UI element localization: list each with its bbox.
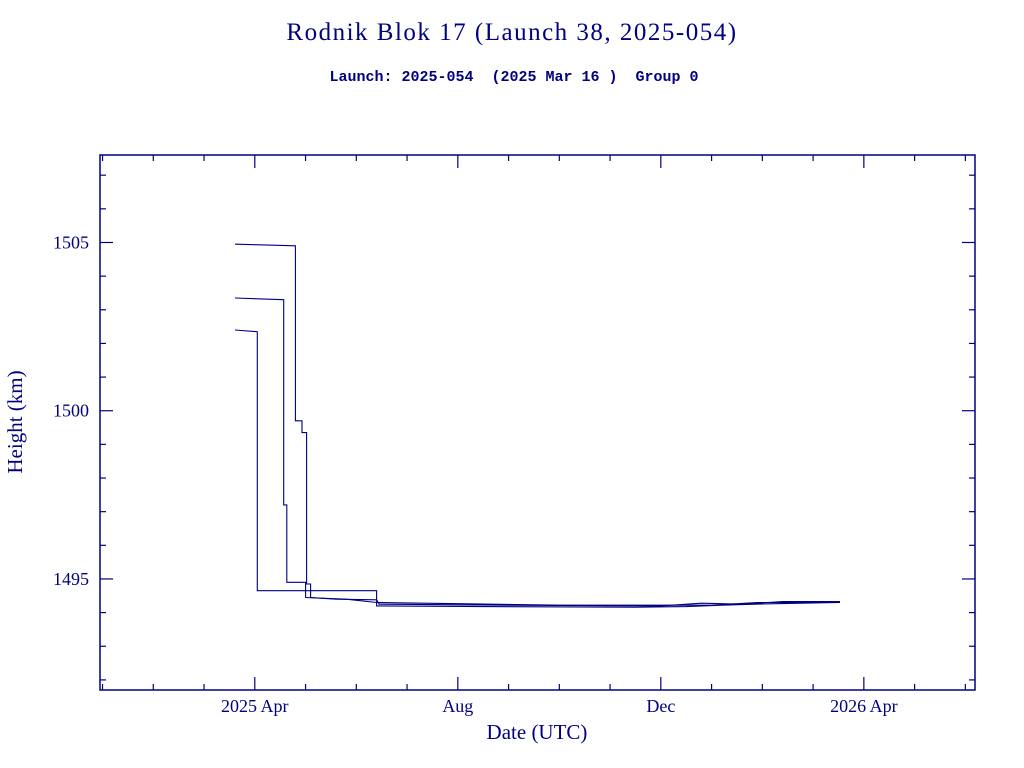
y-axis-label: Height (km)	[3, 370, 27, 473]
height-series-object-2	[234, 297, 840, 606]
plot-series	[234, 243, 841, 608]
x-tick-label: 2026 Apr	[830, 696, 898, 716]
chart-title: Rodnik Blok 17 (Launch 38, 2025-054)	[286, 19, 737, 46]
height-series-object-1	[234, 243, 840, 607]
chart-subtitle: Launch: 2025-054 (2025 Mar 16 ) Group 0	[329, 69, 698, 86]
plot-frame	[99, 154, 976, 691]
y-tick-label: 1500	[53, 401, 89, 421]
height-series-object-3	[234, 329, 841, 608]
x-tick-label: Aug	[442, 696, 473, 716]
x-tick-label: 2025 Apr	[221, 696, 289, 716]
x-tick-label: Dec	[646, 696, 675, 716]
y-tick-label: 1505	[53, 232, 89, 252]
x-axis-label: Date (UTC)	[487, 720, 588, 744]
plot-axes: 1495 1500 1505 2025 Apr Aug Dec 2026 Apr	[53, 154, 976, 716]
y-tick-label: 1495	[53, 569, 89, 589]
